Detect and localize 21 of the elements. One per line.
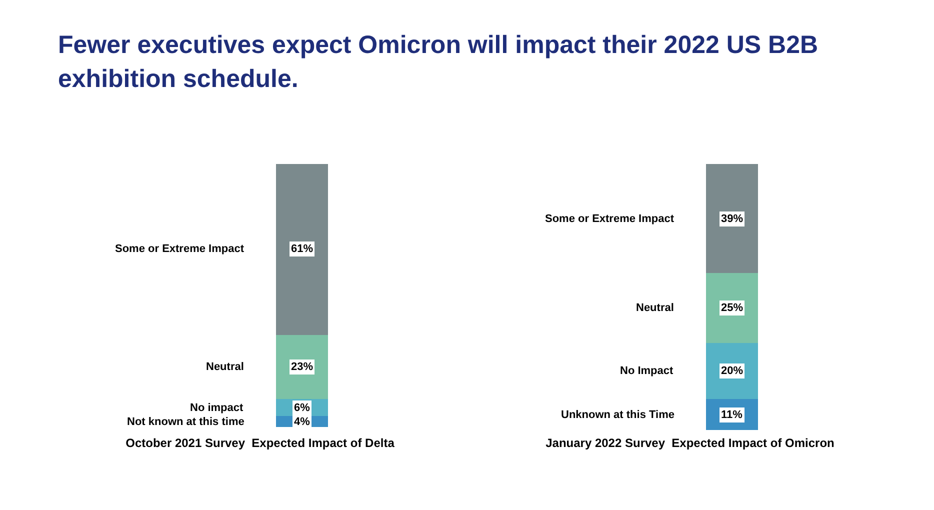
text: Neutral	[636, 302, 674, 314]
data-label: 6%	[294, 402, 310, 414]
text: No impact	[190, 402, 244, 414]
data-label: 39%	[721, 213, 744, 225]
bar	[276, 334, 328, 400]
text: No Impact	[620, 365, 674, 377]
x-axis-title: October 2021 Survey Expected Impact of Delta	[126, 436, 395, 450]
data-label: 23%	[291, 361, 314, 373]
data-label: 61%	[291, 243, 314, 255]
x-axis-title: January 2022 Survey Expected Impact of Omicron	[546, 436, 834, 450]
text: Neutral	[206, 361, 244, 373]
text: Fewer executives expect Omicron will impact their 2022 US B2B exhibition schedule.	[58, 30, 820, 95]
data-label: 4%	[294, 416, 310, 428]
data-label: 20%	[721, 365, 744, 377]
text: Some or Extreme Impact	[115, 243, 244, 255]
bar	[706, 273, 758, 344]
text: Not known at this time	[127, 416, 244, 428]
data-label: 11%	[721, 409, 743, 421]
text: Some or Extreme Impact	[545, 213, 674, 225]
text: Unknown at this Time	[561, 409, 674, 421]
data-label: 25%	[721, 302, 744, 314]
